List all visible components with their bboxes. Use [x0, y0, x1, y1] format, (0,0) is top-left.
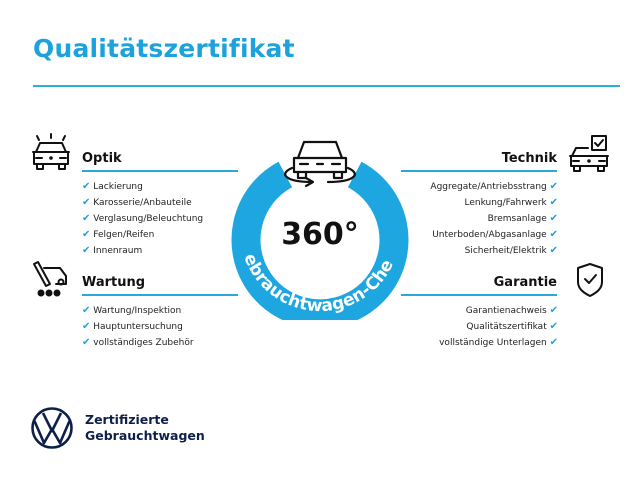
vw-logo-icon: [31, 407, 73, 449]
logo-line-2: Gebrauchtwagen: [85, 428, 205, 443]
360-check-badge: Gebrauchtwagen-Check 360°: [220, 120, 409, 320]
car-lights-icon: [32, 133, 70, 170]
technik-list: Aggregate/Antriebsstrang ✔ Lenkung/Fahrw…: [380, 179, 558, 259]
list-item: Garantienachweis ✔: [465, 305, 558, 316]
list-item: Aggregate/Antriebsstrang ✔: [430, 181, 558, 192]
check-icon: ✔: [82, 245, 91, 256]
garantie-heading: Garantie: [493, 275, 557, 290]
list-item: ✔ Hauptuntersuchung: [82, 321, 183, 332]
list-item: Lenkung/Fahrwerk ✔: [464, 197, 558, 208]
360-value: 360°: [281, 217, 359, 252]
page-title: Qualitätszertifikat: [33, 34, 295, 63]
wartung-list: ✔ Wartung/Inspektion ✔ Hauptuntersuchung…: [82, 303, 194, 351]
list-item: Qualitätszertifikat ✔: [466, 321, 558, 332]
list-item: ✔ Verglasung/Beleuchtung: [82, 213, 204, 224]
wartung-heading: Wartung: [82, 275, 146, 290]
list-item: ✔ Felgen/Reifen: [82, 229, 155, 240]
optik-list: ✔ Lackierung ✔ Karosserie/Anbauteile ✔ V…: [82, 179, 203, 259]
list-item: ✔ Lackierung: [82, 181, 143, 192]
ring-arc: [231, 161, 409, 320]
check-icon: ✔: [549, 337, 558, 348]
technik-divider: [401, 170, 557, 172]
title-divider: [33, 85, 620, 87]
garantie-list: Garantienachweis ✔ Qualitätszertifikat ✔…: [380, 303, 558, 351]
check-icon: ✔: [82, 321, 91, 332]
optik-heading: Optik: [82, 151, 122, 166]
optik-divider: [82, 170, 238, 172]
check-icon: ✔: [549, 213, 558, 224]
check-icon: ✔: [82, 181, 91, 192]
service-wrench-icon: [33, 261, 67, 297]
check-icon: ✔: [82, 305, 91, 316]
check-icon: ✔: [549, 181, 558, 192]
technik-heading: Technik: [501, 151, 557, 166]
check-icon: ✔: [82, 229, 91, 240]
check-icon: ✔: [549, 197, 558, 208]
check-icon: ✔: [549, 229, 558, 240]
check-icon: ✔: [549, 305, 558, 316]
car-checkbox-icon: [569, 135, 609, 172]
car-rotate-icon: [284, 140, 356, 188]
list-item: Sicherheit/Elektrik ✔: [464, 245, 558, 256]
check-icon: ✔: [549, 245, 558, 256]
list-item: vollständige Unterlagen ✔: [439, 337, 558, 348]
shield-check-icon: [577, 263, 603, 297]
list-item: Bremsanlage ✔: [487, 213, 558, 224]
check-icon: ✔: [549, 321, 558, 332]
list-item: ✔ Innenraum: [82, 245, 143, 256]
garantie-divider: [401, 294, 557, 296]
logo-text: Zertifizierte Gebrauchtwagen: [85, 412, 205, 444]
logo-line-1: Zertifizierte: [85, 412, 169, 427]
list-item: ✔ Karosserie/Anbauteile: [82, 197, 192, 208]
check-icon: ✔: [82, 213, 91, 224]
check-icon: ✔: [82, 197, 91, 208]
list-item: Unterboden/Abgasanlage ✔: [432, 229, 558, 240]
list-item: ✔ Wartung/Inspektion: [82, 305, 182, 316]
wartung-divider: [82, 294, 238, 296]
check-icon: ✔: [82, 337, 91, 348]
list-item: ✔ vollständiges Zubehör: [82, 337, 194, 348]
